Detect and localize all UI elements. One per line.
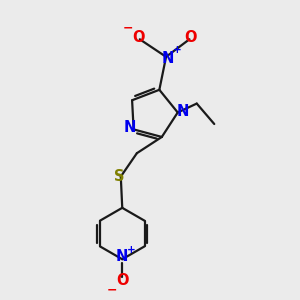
Text: O: O bbox=[184, 30, 197, 45]
Text: S: S bbox=[114, 169, 124, 184]
Text: N: N bbox=[124, 120, 136, 135]
Text: O: O bbox=[132, 30, 145, 45]
Text: +: + bbox=[127, 245, 135, 256]
Text: −: − bbox=[107, 283, 117, 296]
Text: N: N bbox=[177, 103, 189, 118]
Text: N: N bbox=[116, 249, 128, 264]
Text: +: + bbox=[173, 45, 182, 56]
Text: −: − bbox=[122, 22, 133, 35]
Text: O: O bbox=[116, 273, 128, 288]
Text: N: N bbox=[161, 51, 174, 66]
